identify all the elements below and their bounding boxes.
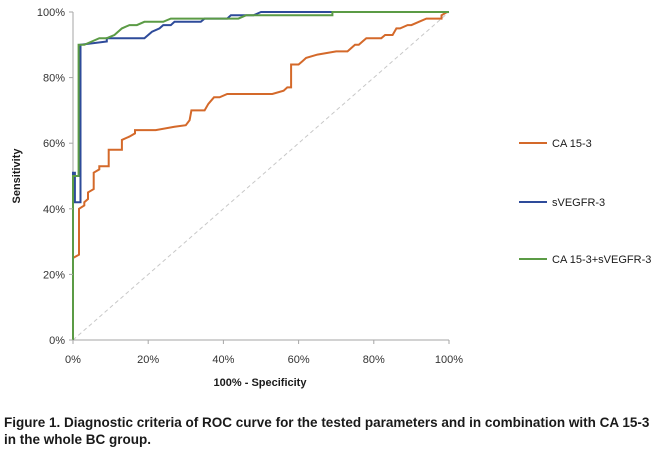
y-tick-label: 20%: [43, 269, 65, 281]
reference-diagonal-line: [72, 11, 450, 341]
y-axis-title: Sensitivity: [11, 148, 23, 204]
reference-diagonal-layer: [72, 11, 450, 341]
axes-layer: [72, 12, 449, 341]
y-tick-label: 0%: [49, 335, 65, 347]
x-tick-label: 20%: [137, 354, 159, 366]
x-tick-label: 0%: [65, 354, 81, 366]
y-tick-label: 100%: [37, 7, 65, 19]
legend-label-ca-15-3: CA 15-3: [552, 138, 592, 150]
y-tick-label: 60%: [43, 138, 65, 150]
x-tick-label: 80%: [363, 354, 385, 366]
x-axis-title: 100% - Specificity: [214, 377, 308, 389]
series-line-ca-15-3-svegfr-3: [72, 11, 449, 340]
series-line-svegfr-3: [72, 11, 449, 340]
legend-label-ca-15-3-svegfr-3: CA 15-3+sVEGFR-3: [552, 254, 651, 266]
figure-caption: Figure 1. Diagnostic criteria of ROC cur…: [4, 415, 650, 447]
x-tick-label: 100%: [435, 354, 463, 366]
x-tick-label: 40%: [212, 354, 234, 366]
x-tick-label: 60%: [288, 354, 310, 366]
series-line-ca-15-3: [72, 11, 448, 340]
roc-chart: 0% 20% 40% 60% 80% 100% 0% 20% 40% 60% 80% 100% 100…: [11, 7, 651, 389]
legend: CA 15-3 sVEGFR-3 CA 15-3+sVEGFR-3: [519, 138, 651, 266]
series-layer: [72, 11, 449, 340]
tick-label-layer: 0% 20% 40% 60% 80% 100% 0% 20% 40% 60% 80% 100%: [37, 7, 463, 366]
legend-label-svegfr-3: sVEGFR-3: [552, 197, 605, 209]
y-tick-label: 40%: [43, 204, 65, 216]
y-tick-label: 80%: [43, 73, 65, 85]
